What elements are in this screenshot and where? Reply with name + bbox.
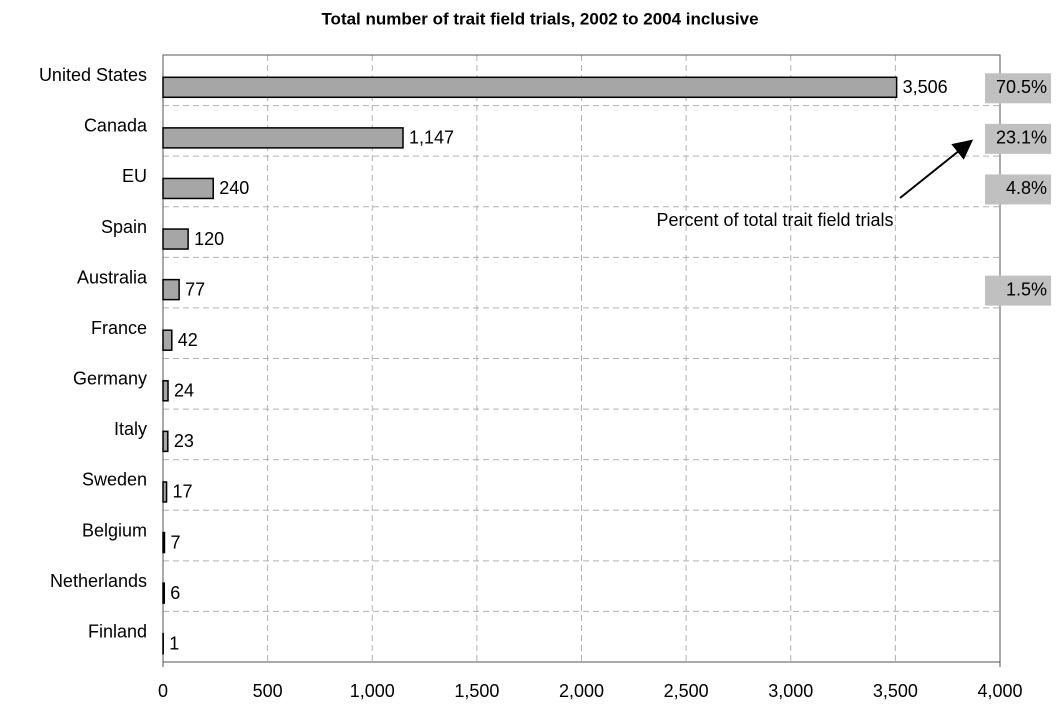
percent-box bbox=[985, 174, 1051, 205]
y-tick-label: Netherlands bbox=[50, 571, 147, 591]
data-label: 77 bbox=[185, 279, 205, 299]
bar bbox=[162, 177, 214, 200]
plot-frame bbox=[162, 54, 1001, 663]
y-tick-label: Australia bbox=[77, 267, 148, 287]
x-tick-label: 2,500 bbox=[664, 681, 709, 701]
y-tick-label: Canada bbox=[84, 116, 148, 136]
bar bbox=[162, 127, 404, 149]
bar bbox=[162, 228, 189, 250]
percent-box bbox=[985, 275, 1051, 306]
y-tick-label: Belgium bbox=[82, 520, 147, 540]
y-tick-label: Finland bbox=[88, 621, 147, 641]
x-tick-label: 500 bbox=[253, 681, 283, 701]
data-label: 120 bbox=[194, 229, 224, 249]
data-label: 3,506 bbox=[903, 77, 948, 97]
x-tick-label: 2,000 bbox=[559, 681, 604, 701]
percent-box bbox=[985, 123, 1051, 154]
bar bbox=[162, 582, 166, 604]
annotation-arrow bbox=[899, 139, 974, 199]
percent-label: 23.1% bbox=[996, 128, 1047, 148]
x-tick-label: 3,000 bbox=[768, 681, 813, 701]
x-tick-label: 1,500 bbox=[454, 681, 499, 701]
percent-label: 1.5% bbox=[1006, 279, 1047, 299]
y-tick-label: France bbox=[91, 318, 147, 338]
x-tick-label: 3,500 bbox=[873, 681, 918, 701]
bar bbox=[162, 380, 169, 402]
y-tick-label: United States bbox=[39, 65, 147, 85]
chart-title: Total number of trait field trials, 2002… bbox=[321, 9, 758, 28]
percent-label: 70.5% bbox=[996, 77, 1047, 97]
x-tick-label: 0 bbox=[158, 681, 168, 701]
y-tick-label: Germany bbox=[73, 369, 147, 389]
data-label: 240 bbox=[219, 178, 249, 198]
data-label: 1,147 bbox=[409, 128, 454, 148]
x-tick-label: 1,000 bbox=[350, 681, 395, 701]
x-tick-label: 4,000 bbox=[977, 681, 1022, 701]
bar bbox=[162, 76, 898, 99]
percent-label: 4.8% bbox=[1006, 178, 1047, 198]
data-label: 6 bbox=[170, 583, 180, 603]
data-label: 42 bbox=[178, 330, 198, 350]
y-tick-label: Spain bbox=[101, 217, 147, 237]
y-tick-label: EU bbox=[122, 166, 147, 186]
percent-box bbox=[985, 73, 1051, 104]
bar bbox=[162, 430, 169, 453]
data-label: 1 bbox=[169, 633, 179, 653]
bar bbox=[162, 531, 166, 554]
bar bbox=[162, 278, 180, 301]
data-label: 17 bbox=[173, 482, 193, 502]
annotation: Percent of total trait field trials bbox=[656, 210, 893, 230]
data-label: 24 bbox=[174, 381, 194, 401]
y-tick-label: Sweden bbox=[82, 470, 147, 490]
data-label: 23 bbox=[174, 431, 194, 451]
bar bbox=[162, 481, 168, 503]
y-tick-label: Italy bbox=[114, 419, 147, 439]
data-label: 7 bbox=[170, 532, 180, 552]
bar bbox=[162, 329, 173, 351]
